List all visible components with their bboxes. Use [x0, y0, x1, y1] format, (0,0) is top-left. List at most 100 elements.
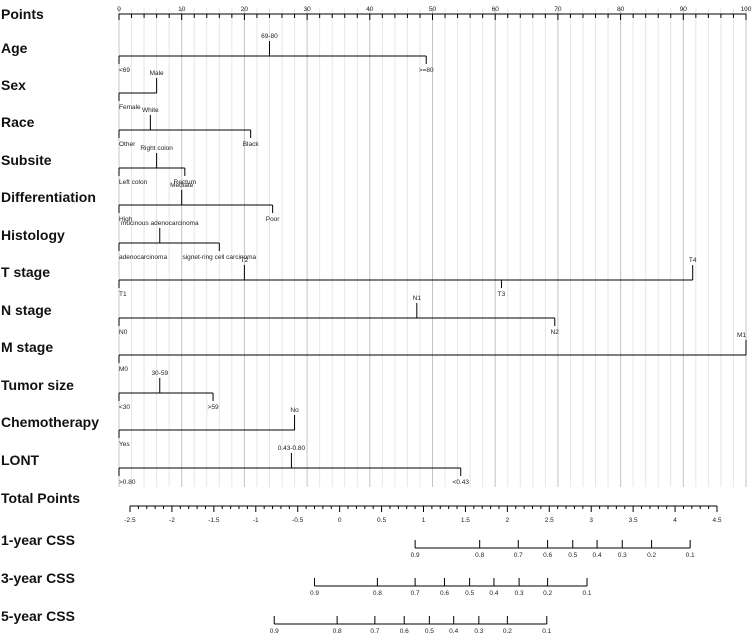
level-label: Mediate: [170, 182, 194, 189]
level-label: <69: [119, 67, 130, 74]
total-points-tick-label: 4.5: [712, 517, 721, 524]
variable-label: Tumor size: [1, 377, 74, 393]
level-label: Yes: [119, 441, 130, 448]
level-label: Female: [119, 104, 141, 111]
survival-tick-label: 0.6: [543, 552, 552, 559]
survival-tick-label: 0.9: [411, 552, 420, 559]
level-label: Rectum: [174, 179, 196, 186]
survival-tick-label: 0.2: [543, 590, 552, 597]
variable-label: LONT: [1, 452, 40, 468]
variable-label: Subsite: [1, 152, 52, 168]
survival-axis-label: 1-year CSS: [1, 532, 75, 548]
variable-label: T stage: [1, 264, 50, 280]
points-tick-label: 0: [117, 6, 121, 13]
variable-label: Chemotherapy: [1, 414, 99, 430]
points-tick-label: 60: [492, 6, 500, 13]
points-tick-label: 50: [429, 6, 437, 13]
points-tick-label: 20: [241, 6, 249, 13]
variable-label: Age: [1, 40, 28, 56]
variable-label: Differentiation: [1, 189, 96, 205]
level-label: T1: [119, 291, 127, 298]
total-points-tick-label: -2.5: [124, 517, 136, 524]
variable-label: Race: [1, 114, 35, 130]
total-points-tick-label: -1.5: [208, 517, 220, 524]
total-points-label: Total Points: [1, 490, 80, 506]
level-label: N1: [413, 295, 422, 302]
survival-tick-label: 0.5: [568, 552, 577, 559]
points-tick-label: 30: [303, 6, 311, 13]
variable-label: Histology: [1, 227, 65, 243]
total-points-tick-label: 0.5: [377, 517, 386, 524]
level-label: Black: [243, 141, 260, 148]
survival-tick-label: 0.4: [449, 628, 458, 635]
level-label: N0: [119, 329, 128, 336]
level-label: Other: [119, 141, 136, 148]
level-label: Left colon: [119, 179, 148, 186]
chart-axes: 0 10 20 30 40 50 60 70 80 90 100<6969-80>=80Female…: [117, 6, 752, 635]
level-label: Poor: [266, 216, 281, 223]
level-label: mucinous adenocarcinoma: [121, 220, 199, 227]
survival-axis-label: 3-year CSS: [1, 570, 75, 586]
total-points-tick-label: 1.5: [461, 517, 470, 524]
survival-tick-label: 0.4: [593, 552, 602, 559]
level-label: Right colon: [140, 145, 173, 152]
variable-label: Sex: [1, 77, 26, 93]
survival-axis-label: 5-year CSS: [1, 608, 75, 624]
level-label: High: [119, 216, 133, 223]
survival-tick-label: 0.9: [310, 590, 319, 597]
total-points-tick-label: 2.5: [545, 517, 554, 524]
survival-tick-label: 0.4: [489, 590, 498, 597]
level-label: >59: [208, 404, 219, 411]
survival-tick-label: 0.1: [582, 590, 591, 597]
level-label: No: [290, 407, 299, 414]
total-points-tick-label: 3.5: [629, 517, 638, 524]
total-points-tick-label: 0: [338, 517, 342, 524]
total-points-tick-label: -2: [169, 517, 175, 524]
total-points-tick-label: -0.5: [292, 517, 304, 524]
level-label: 30-59: [151, 370, 168, 377]
level-label: 69-80: [261, 33, 278, 40]
points-tick-label: 70: [554, 6, 562, 13]
points-tick-label: 80: [617, 6, 625, 13]
level-label: T3: [498, 291, 506, 298]
level-label: N2: [551, 329, 560, 336]
survival-tick-label: 0.5: [425, 628, 434, 635]
level-label: <30: [119, 404, 130, 411]
survival-tick-label: 0.1: [542, 628, 551, 635]
level-label: <0.43: [452, 479, 469, 486]
level-label: >=80: [419, 67, 434, 74]
survival-tick-label: 0.8: [373, 590, 382, 597]
variable-label: M stage: [1, 339, 53, 355]
level-label: M0: [119, 366, 128, 373]
survival-tick-label: 0.2: [647, 552, 656, 559]
total-points-tick-label: 3: [589, 517, 593, 524]
level-label: White: [142, 107, 159, 114]
survival-tick-label: 0.1: [686, 552, 695, 559]
level-label: 0.43-0.80: [278, 445, 306, 452]
level-label: M1: [737, 332, 746, 339]
level-label: adenocarcinoma: [119, 254, 167, 261]
survival-tick-label: 0.7: [411, 590, 420, 597]
variable-label: N stage: [1, 302, 52, 318]
survival-tick-label: 0.5: [465, 590, 474, 597]
grid-lines: [118, 8, 747, 487]
survival-tick-label: 0.3: [474, 628, 483, 635]
survival-tick-label: 0.9: [270, 628, 279, 635]
survival-tick-label: 0.7: [514, 552, 523, 559]
points-tick-label: 40: [366, 6, 374, 13]
level-label: T2: [241, 257, 249, 264]
points-tick-label: 90: [680, 6, 688, 13]
level-label: signet-ring cell carcinoma: [182, 254, 256, 261]
survival-tick-label: 0.8: [333, 628, 342, 635]
survival-tick-label: 0.7: [370, 628, 379, 635]
level-label: >0.80: [119, 479, 136, 486]
total-points-tick-label: 4: [673, 517, 677, 524]
survival-tick-label: 0.6: [400, 628, 409, 635]
total-points-tick-label: -1: [253, 517, 259, 524]
survival-tick-label: 0.3: [618, 552, 627, 559]
survival-tick-label: 0.6: [440, 590, 449, 597]
survival-tick-label: 0.3: [515, 590, 524, 597]
points-tick-label: 10: [178, 6, 186, 13]
survival-tick-label: 0.8: [475, 552, 484, 559]
